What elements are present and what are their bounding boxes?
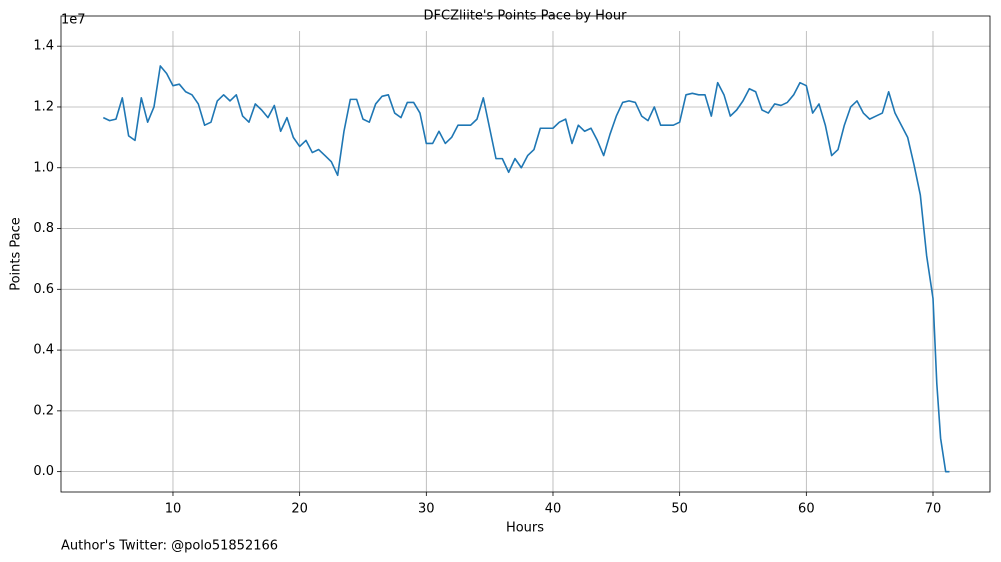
y-tick-label: 1.4 bbox=[33, 39, 54, 54]
x-tick-label: 60 bbox=[798, 502, 815, 517]
x-axis-label: Hours bbox=[506, 521, 544, 536]
y-tick-label: 0.4 bbox=[33, 343, 54, 358]
y-offset-label: 1e7 bbox=[61, 13, 86, 28]
x-tick-label: 50 bbox=[671, 502, 688, 517]
y-tick-label: 0.8 bbox=[33, 221, 54, 236]
data-line bbox=[102, 65, 950, 473]
x-tick-label: 20 bbox=[291, 502, 308, 517]
x-tick-label: 30 bbox=[418, 502, 435, 517]
y-tick-label: 0.6 bbox=[33, 282, 54, 297]
x-tick-label: 40 bbox=[545, 502, 562, 517]
y-tick-label: 0.2 bbox=[33, 403, 54, 418]
plot-frame bbox=[60, 15, 991, 493]
x-tick-label: 10 bbox=[165, 502, 182, 517]
x-tick-label: 70 bbox=[925, 502, 942, 517]
y-tick-label: 1.2 bbox=[33, 99, 54, 114]
y-axis-label: Points Pace bbox=[9, 217, 24, 291]
y-tick-label: 1.0 bbox=[33, 160, 54, 175]
footnote: Author's Twitter: @polo51852166 bbox=[61, 539, 278, 554]
y-tick-label: 0.0 bbox=[33, 464, 54, 479]
